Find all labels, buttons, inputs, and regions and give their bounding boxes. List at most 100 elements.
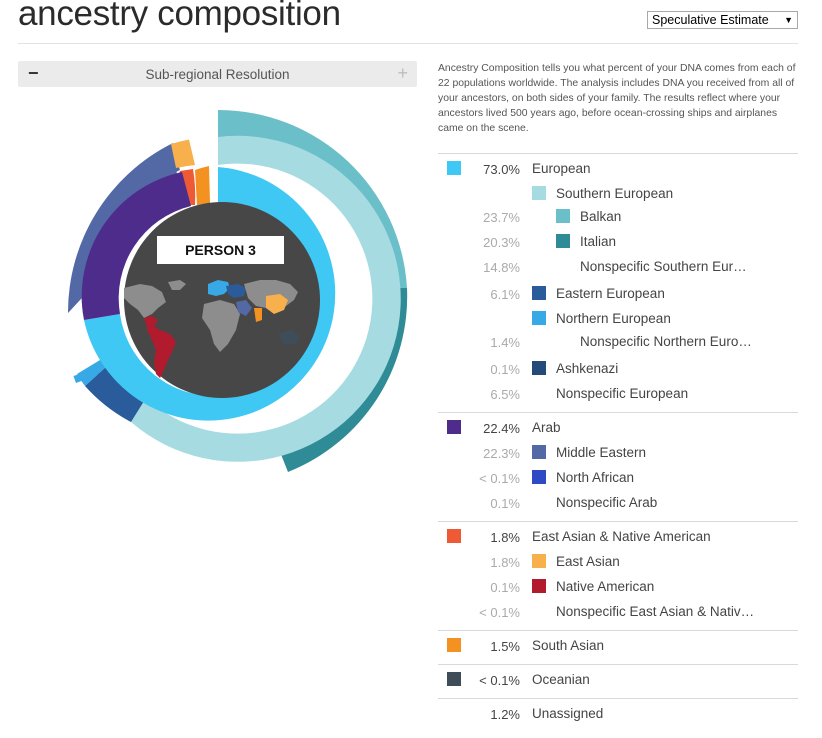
row-divider xyxy=(438,153,798,154)
row-southern-european[interactable]: Southern European xyxy=(438,182,798,207)
oceanian-swatch xyxy=(447,672,461,686)
row-native-american[interactable]: 0.1% Native American xyxy=(438,575,798,600)
north-african-pct: < 0.1% xyxy=(479,471,520,486)
arab-label: Arab xyxy=(532,420,561,435)
nonspecific-northern-label: Nonspecific Northern Euro… xyxy=(580,334,752,349)
estimate-select[interactable]: Speculative Estimate ▼ xyxy=(647,11,798,29)
row-arab[interactable]: 22.4% Arab xyxy=(438,416,798,441)
row-east-asian-native-american[interactable]: 1.8% East Asian & Native American xyxy=(438,525,798,550)
east-asian-na-pct: 1.8% xyxy=(490,530,520,545)
estimate-select-value: Speculative Estimate xyxy=(652,13,769,27)
east-asian-swatch xyxy=(532,554,546,568)
person-label: PERSON 3 xyxy=(157,236,284,264)
row-eastern-european[interactable]: 6.1% Eastern European xyxy=(438,282,798,307)
native-american-swatch xyxy=(532,579,546,593)
native-american-pct: 0.1% xyxy=(490,580,520,595)
eastern-european-swatch xyxy=(532,286,546,300)
ring-northern-european[interactable] xyxy=(77,360,107,386)
page-title: ancestry composition xyxy=(18,0,341,33)
middle-eastern-swatch xyxy=(532,445,546,459)
row-italian[interactable]: 20.3% Italian xyxy=(438,230,798,255)
row-oceanian[interactable]: < 0.1% Oceanian xyxy=(438,668,798,693)
nonspecific-southern-pct: 14.8% xyxy=(483,260,520,275)
nonspecific-southern-label: Nonspecific Southern Eur… xyxy=(580,259,747,274)
east-asian-label: East Asian xyxy=(556,554,620,569)
northern-european-label: Northern European xyxy=(556,311,671,326)
european-pct: 73.0% xyxy=(483,162,520,177)
ring-southern-european[interactable] xyxy=(131,135,401,462)
row-middle-eastern[interactable]: 22.3% Middle Eastern xyxy=(438,441,798,466)
east-asian-pct: 1.8% xyxy=(490,555,520,570)
ring-south-asian[interactable] xyxy=(195,166,210,205)
arab-pct: 22.4% xyxy=(483,421,520,436)
row-nonspecific-east-asian[interactable]: < 0.1% Nonspecific East Asian & Nativ… xyxy=(438,600,798,625)
row-nonspecific-southern[interactable]: 14.8% Nonspecific Southern Eur… xyxy=(438,255,798,280)
north-african-label: North African xyxy=(556,470,635,485)
row-south-asian[interactable]: 1.5% South Asian xyxy=(438,634,798,659)
north-african-swatch xyxy=(532,470,546,484)
ring-eastern-european[interactable] xyxy=(85,366,146,422)
italian-swatch xyxy=(556,234,570,248)
balkan-label: Balkan xyxy=(580,209,622,224)
row-european[interactable]: 73.0% European xyxy=(438,157,798,182)
row-nonspecific-arab[interactable]: 0.1% Nonspecific Arab xyxy=(438,491,798,516)
header-divider xyxy=(18,43,798,44)
oceanian-label: Oceanian xyxy=(532,672,590,687)
row-divider xyxy=(438,521,798,522)
balkan-swatch xyxy=(556,209,570,223)
unassigned-pct: 1.2% xyxy=(490,707,520,722)
ring-east-asian[interactable] xyxy=(171,139,195,169)
description-text: Ancestry Composition tells you what perc… xyxy=(438,63,796,134)
row-divider xyxy=(438,664,798,665)
italian-label: Italian xyxy=(580,234,617,249)
northern-european-swatch xyxy=(532,311,546,325)
unassigned-label: Unassigned xyxy=(532,706,604,721)
row-north-african[interactable]: < 0.1% North African xyxy=(438,466,798,491)
european-label: European xyxy=(532,161,591,176)
collapse-resolution-button[interactable]: − xyxy=(28,63,39,83)
southern-european-label: Southern European xyxy=(556,186,674,201)
ashkenazi-swatch xyxy=(532,361,546,375)
arab-swatch xyxy=(447,420,461,434)
nonspecific-arab-label: Nonspecific Arab xyxy=(556,495,658,510)
eastern-european-label: Eastern European xyxy=(556,286,665,301)
row-balkan[interactable]: 23.7% Balkan xyxy=(438,205,798,230)
balkan-pct: 23.7% xyxy=(483,210,520,225)
ashkenazi-pct: 0.1% xyxy=(490,362,520,377)
nonspecific-european-pct: 6.5% xyxy=(490,387,520,402)
nonspecific-european-label: Nonspecific European xyxy=(556,386,689,401)
eastern-european-pct: 6.1% xyxy=(490,287,520,302)
row-nonspecific-european[interactable]: 6.5% Nonspecific European xyxy=(438,382,798,407)
italian-pct: 20.3% xyxy=(483,235,520,250)
ashkenazi-label: Ashkenazi xyxy=(556,361,619,376)
ancestry-donut-chart xyxy=(67,109,408,472)
european-swatch xyxy=(447,161,461,175)
row-ashkenazi[interactable]: 0.1% Ashkenazi xyxy=(438,357,798,382)
south-asian-pct: 1.5% xyxy=(490,639,520,654)
nonspecific-east-asian-pct: < 0.1% xyxy=(479,605,520,620)
dropdown-arrow-icon: ▼ xyxy=(784,15,793,25)
resolution-bar: − Sub-regional Resolution + xyxy=(18,61,417,87)
nonspecific-northern-pct: 1.4% xyxy=(490,335,520,350)
nonspecific-arab-pct: 0.1% xyxy=(490,496,520,511)
row-divider xyxy=(438,698,798,699)
east-asian-na-swatch xyxy=(447,529,461,543)
oceanian-pct: < 0.1% xyxy=(479,673,520,688)
south-asian-swatch xyxy=(447,638,461,652)
east-asian-na-label: East Asian & Native American xyxy=(532,529,711,544)
middle-eastern-label: Middle Eastern xyxy=(556,445,647,460)
middle-eastern-pct: 22.3% xyxy=(483,446,520,461)
south-asian-label: South Asian xyxy=(532,638,605,653)
row-divider xyxy=(438,630,798,631)
row-nonspecific-northern[interactable]: 1.4% Nonspecific Northern Euro… xyxy=(438,330,798,355)
expand-resolution-button[interactable]: + xyxy=(397,63,408,83)
world-map-icon xyxy=(124,280,300,378)
row-northern-european[interactable]: Northern European xyxy=(438,307,798,332)
row-divider xyxy=(438,412,798,413)
row-east-asian[interactable]: 1.8% East Asian xyxy=(438,550,798,575)
native-american-label: Native American xyxy=(556,579,655,594)
resolution-label: Sub-regional Resolution xyxy=(145,67,290,82)
row-unassigned[interactable]: 1.2% Unassigned xyxy=(438,702,798,727)
ring-arab[interactable] xyxy=(81,172,191,320)
nonspecific-east-asian-label: Nonspecific East Asian & Nativ… xyxy=(556,604,755,619)
